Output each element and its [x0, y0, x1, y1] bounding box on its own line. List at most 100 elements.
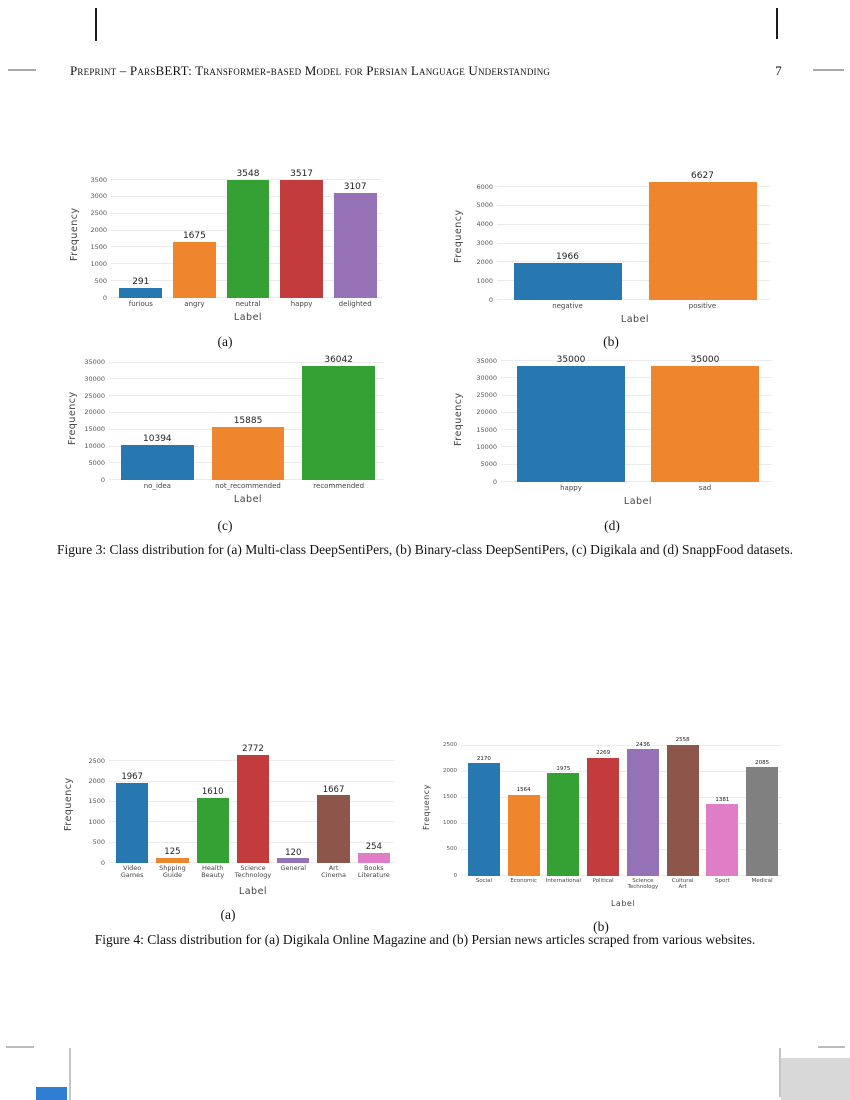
x-tick-labels: Video Games Shpping Guide Health Beauty Scienc…: [112, 864, 394, 880]
bar: [211, 426, 285, 480]
x-axis-label: Label: [233, 494, 263, 505]
gridline: [109, 378, 384, 380]
next-page-corner-left: [36, 1087, 67, 1100]
x-tick-labels: furious angry neutral happy delighted: [114, 300, 382, 308]
panel-label: (b): [603, 334, 619, 349]
bar: [196, 797, 229, 863]
bar-value-label: 2772: [242, 744, 264, 754]
gridline: [497, 299, 770, 300]
y-tick-label: 2000: [443, 768, 457, 775]
figure3-chart-b: Frequency 0 1000 2000 3000 4000 5000 6000 1966 66…: [452, 172, 770, 327]
bar: [280, 180, 324, 298]
bars-group: 2170 1564 1975 2269 2436 2558 1381 2085: [464, 737, 782, 876]
bar-value-label: 1667: [322, 784, 345, 795]
y-tick-label: 0: [488, 295, 493, 304]
bar-value-label: 2085: [755, 759, 770, 766]
x-tick-label: not_recommended: [215, 482, 281, 490]
bar-value-label: 6627: [691, 171, 714, 181]
bars-group: 1966 6627: [500, 172, 770, 300]
page-edge-line-bottom-right: [779, 1048, 781, 1097]
y-tick-labels: 0 5000 10000 15000 20000 25000 30000 35000: [66, 356, 112, 482]
y-tick-label: 1500: [443, 794, 457, 801]
y-tick-label: 1500: [88, 797, 105, 806]
bars-group: 35000 35000: [504, 356, 772, 482]
x-tick-label: no_idea: [143, 482, 171, 490]
x-tick-label: happy: [560, 484, 582, 492]
y-tick-label: 500: [446, 846, 458, 853]
y-tick-label: 5000: [476, 201, 493, 210]
x-tick-labels: negative positive: [500, 302, 770, 310]
y-tick-label: 0: [102, 293, 107, 302]
figure4-chart-b: Frequency 0 500 1000 1500 2000 2500 2170 1564 197…: [420, 737, 782, 912]
x-tick-label: Books Literature: [357, 864, 390, 880]
gridline: [497, 242, 770, 244]
bar-value-label: 1675: [182, 230, 206, 241]
bar: [333, 193, 377, 298]
x-tick-label: Video Games: [120, 864, 144, 880]
gridline: [501, 394, 772, 396]
y-tick-label: 0: [492, 477, 497, 486]
plot-area: 291 1675 3548 3517 3107: [111, 170, 382, 298]
bar: [317, 795, 350, 863]
bar-value-label: 125: [164, 847, 181, 858]
bar-slot: 3517: [275, 170, 329, 298]
bar-value-label: 120: [285, 847, 302, 858]
x-tick-label: sad: [698, 484, 712, 492]
x-tick-labels: no_idea not_recommended recommended: [112, 482, 384, 490]
gridline: [109, 395, 384, 397]
x-tick-label: Cultural Art: [671, 878, 694, 891]
bar-slot: 15885: [203, 356, 294, 480]
gridline: [461, 744, 782, 746]
x-tick-labels: happy sad: [504, 484, 772, 492]
bar: [706, 804, 739, 876]
x-tick-label: delighted: [338, 300, 372, 308]
y-tick-label: 10000: [84, 442, 105, 450]
y-tick-label: 15000: [84, 425, 105, 434]
bar-slot: 291: [114, 170, 168, 298]
x-tick-labels: Social Economic International Political Scie…: [464, 878, 782, 891]
y-tick-label: 10000: [476, 442, 497, 451]
x-tick-label: happy: [290, 300, 313, 308]
figure3-panel-b: Frequency 0 1000 2000 3000 4000 5000 6000 1966 66…: [452, 172, 770, 350]
bar: [156, 857, 189, 863]
bar: [172, 241, 216, 298]
bar-slot: 2085: [742, 738, 782, 876]
y-tick-label: 2500: [90, 209, 107, 218]
bar-value-label: 35000: [690, 355, 720, 365]
bar: [746, 767, 779, 876]
y-tick-label: 500: [94, 276, 107, 285]
bars-group: 1967 125 1610 2772 120 1667 254: [112, 745, 394, 863]
figure3-panel-a: Frequency 0 500 1000 1500 2000 2500 3000 3500 291…: [68, 170, 382, 350]
figure4-caption: Figure 4: Class distribution for (a) Dig…: [94, 932, 756, 947]
y-tick-label: 1000: [476, 276, 493, 285]
gridline: [497, 186, 770, 188]
x-axis-label: Label: [238, 886, 268, 897]
bar-slot: 10394: [112, 356, 203, 480]
gridline: [497, 223, 770, 225]
bar-slot: 3107: [328, 170, 382, 298]
bar: [302, 366, 375, 480]
bar-value-label: 254: [365, 842, 382, 853]
x-tick-label: Medical: [751, 878, 773, 884]
plot-area: 35000 35000: [501, 356, 772, 482]
y-tick-labels: 0 500 1000 1500 2000 2500: [62, 745, 112, 866]
y-tick-label: 3500: [90, 175, 107, 184]
running-title: Preprint – ParsBERT: Transformer-based M…: [70, 63, 551, 78]
page-edge-line-bottom-left: [69, 1048, 71, 1100]
y-tick-label: 3000: [476, 239, 493, 248]
panel-label: (a): [220, 907, 236, 922]
gridline: [501, 446, 772, 448]
bar-slot: 1564: [504, 738, 544, 876]
bar-value-label: 3517: [290, 169, 314, 179]
bar-value-label: 1381: [715, 796, 730, 803]
gridline: [501, 377, 772, 379]
bar-value-label: 35000: [556, 355, 586, 365]
panel-label: (a): [217, 334, 233, 349]
figure3-chart-d: Frequency 0 5000 10000 15000 20000 25000 30000 3…: [452, 356, 772, 509]
y-tick-label: 5000: [88, 458, 105, 467]
bar: [236, 754, 270, 863]
bar: [226, 180, 270, 298]
y-tick-label: 2000: [476, 257, 493, 266]
bar: [116, 782, 149, 863]
gridline: [109, 361, 384, 363]
